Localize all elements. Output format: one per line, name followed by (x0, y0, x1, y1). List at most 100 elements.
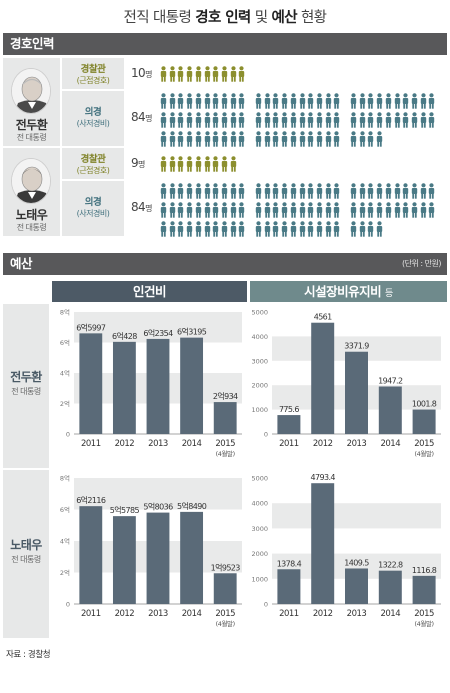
person-icon (333, 202, 340, 222)
y-tick-label: 8억 (60, 309, 70, 317)
person-icon (212, 93, 219, 113)
count-value: 84 (131, 110, 146, 124)
person-icon (169, 183, 176, 203)
data-label: 2억934 (213, 391, 238, 401)
person-icon (255, 221, 262, 237)
person-icon (186, 183, 193, 203)
person-icon (212, 66, 219, 84)
x-tick-label: 2014 (380, 609, 400, 619)
y-tick-label: 2억 (60, 400, 70, 408)
title-bold-2: 예산 (271, 10, 297, 26)
person-icon (428, 202, 435, 222)
person-card-roh: 노태우 전 대통령 (3, 148, 60, 236)
person-icon (402, 183, 409, 203)
person-icon (402, 202, 409, 222)
person-icon (385, 202, 392, 222)
data-label: 1947.2 (378, 376, 403, 385)
person-icon (290, 221, 297, 237)
person-icon (376, 93, 383, 113)
category-sub: (사저경비) (76, 209, 110, 218)
y-tick-label: 1000 (251, 575, 268, 583)
title-part-2: 및 (250, 10, 272, 26)
category-sub: (사저경비) (76, 119, 110, 128)
person-icon (367, 112, 374, 132)
person-icon (420, 93, 427, 113)
person-icon (281, 112, 288, 132)
person-icon (221, 183, 228, 203)
person-icon (420, 202, 427, 222)
person-icon (204, 93, 211, 113)
y-tick-label: 0 (264, 601, 268, 609)
person-icon (394, 183, 401, 203)
person-icon (350, 131, 357, 147)
person-icon (299, 183, 306, 203)
data-label: 1409.5 (344, 558, 369, 567)
person-icon (160, 156, 167, 174)
data-label: 6억5997 (76, 322, 106, 332)
person-icon (299, 202, 306, 222)
bar (112, 341, 136, 434)
person-icon (272, 131, 279, 147)
data-label: 1378.4 (277, 559, 302, 568)
person-icon (230, 202, 237, 222)
person-icon (299, 221, 306, 237)
category-sub: (근접경호) (76, 166, 110, 175)
person-icon (221, 112, 228, 132)
bar (146, 338, 170, 434)
person-icon (230, 112, 237, 132)
person-icon (367, 131, 374, 147)
y-tick-label: 3000 (251, 525, 268, 533)
category-police: 경찰관 (근접경호) (62, 58, 124, 89)
row-label-title: 전 대통령 (11, 555, 41, 564)
count-value: 9 (131, 156, 139, 170)
data-label: 6억3195 (177, 327, 207, 337)
x-tick-label: 2011 (81, 439, 101, 449)
person-icon (420, 112, 427, 132)
data-label: 6억428 (112, 331, 137, 341)
person-icon (186, 93, 193, 113)
person-icon (230, 156, 237, 174)
x-tick-label: 2013 (347, 439, 367, 449)
count-value: 10 (131, 66, 146, 80)
person-icon (281, 202, 288, 222)
person-icon (394, 202, 401, 222)
person-icon (325, 221, 332, 237)
person-icon (160, 221, 167, 237)
guard-count: 84명 (131, 200, 152, 214)
person-icon (359, 131, 366, 147)
person-icon (316, 202, 323, 222)
person-icon (186, 131, 193, 147)
person-icon (177, 93, 184, 113)
person-icon (428, 183, 435, 203)
guard-count: 84명 (131, 110, 152, 124)
person-icon (385, 112, 392, 132)
person-icon (394, 112, 401, 132)
source-note: 자료 : 경찰청 (6, 650, 51, 660)
person-icon (212, 221, 219, 237)
person-icon (376, 221, 383, 237)
person-icon (169, 131, 176, 147)
person-icon (299, 112, 306, 132)
facility-cost-chart-chun: 0 1000 2000 3000 4000 5000 775.6 2011 4561 2012 33… (250, 304, 447, 468)
data-label: 4561 (314, 313, 332, 322)
person-icon (221, 221, 228, 237)
person-icon (204, 66, 211, 84)
person-icon (325, 112, 332, 132)
person-icon (221, 131, 228, 147)
person-icon (316, 131, 323, 147)
person-icon (204, 112, 211, 132)
person-icon (281, 93, 288, 113)
category-label: 의경 (84, 197, 102, 208)
police-people-icons (160, 154, 448, 174)
person-icon (307, 93, 314, 113)
category-label: 경찰관 (80, 64, 106, 75)
bar (311, 483, 335, 604)
person-icon (420, 183, 427, 203)
person-name: 전두환 (15, 118, 48, 132)
guard-count: 10명 (131, 66, 152, 80)
person-icon (385, 183, 392, 203)
person-icon (160, 112, 167, 132)
category-label: 의경 (84, 107, 102, 118)
person-icon (204, 131, 211, 147)
person-icon (367, 183, 374, 203)
